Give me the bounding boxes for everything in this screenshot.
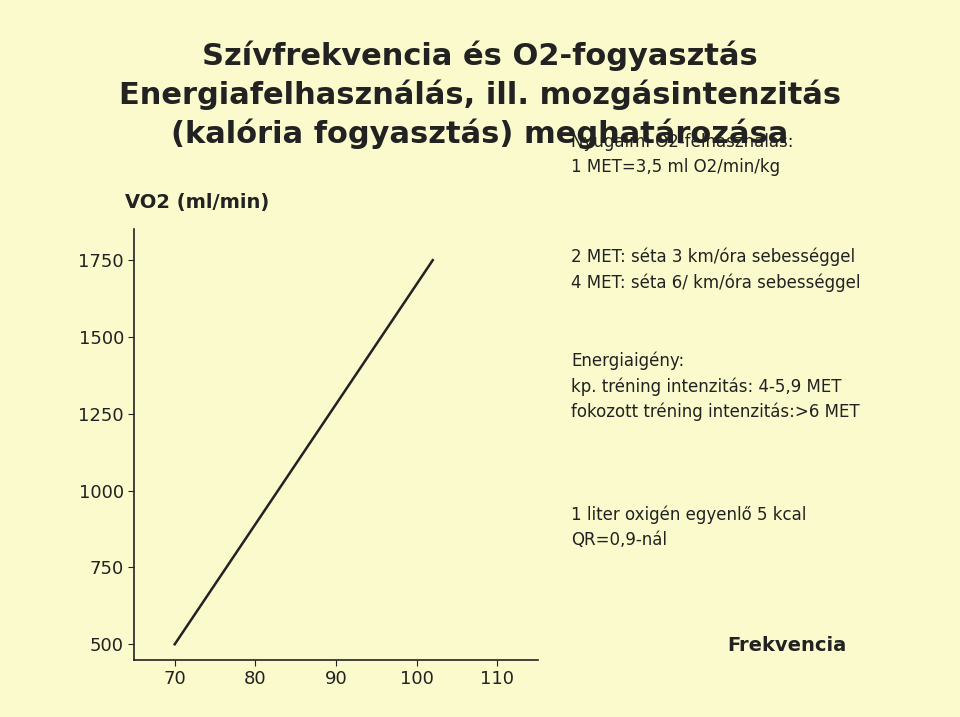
Text: Nyugalmi O2-felhasználás:
1 MET=3,5 ml O2/min/kg: Nyugalmi O2-felhasználás: 1 MET=3,5 ml O… (571, 133, 794, 176)
Text: 2 MET: séta 3 km/óra sebességgel
4 MET: séta 6/ km/óra sebességgel: 2 MET: séta 3 km/óra sebességgel 4 MET: … (571, 247, 861, 292)
Text: Frekvencia: Frekvencia (728, 636, 847, 655)
Text: 1 liter oxigén egyenlő 5 kcal
QR=0,9-nál: 1 liter oxigén egyenlő 5 kcal QR=0,9-nál (571, 505, 806, 549)
Text: VO2 (ml/min): VO2 (ml/min) (125, 193, 269, 212)
Text: Energiaigény:
kp. tréning intenzitás: 4-5,9 MET
fokozott tréning intenzitás:>6 M: Energiaigény: kp. tréning intenzitás: 4-… (571, 351, 860, 422)
Text: Szívfrekvencia és O2-fogyasztás
Energiafelhasználás, ill. mozgásintenzitás
(kaló: Szívfrekvencia és O2-fogyasztás Energiaf… (119, 41, 841, 149)
